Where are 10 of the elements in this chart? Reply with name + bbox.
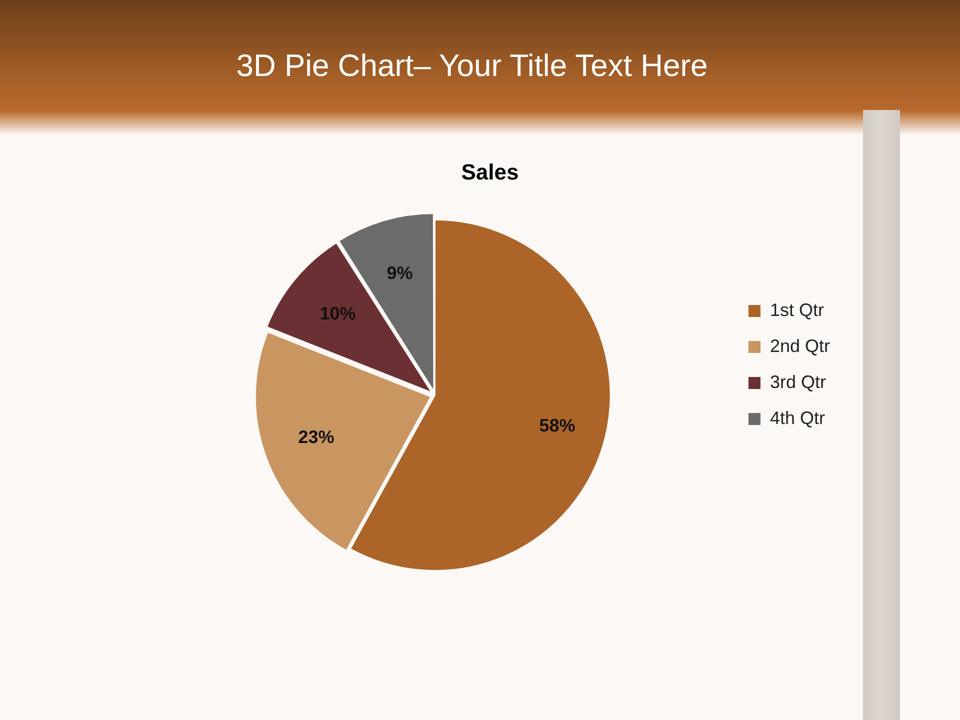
- data-label: 9%: [386, 262, 413, 283]
- legend-label: 2nd Qtr: [770, 336, 830, 356]
- chart-subtitle: Sales: [461, 159, 519, 184]
- legend-label: 3rd Qtr: [770, 372, 826, 392]
- chart-title: 3D Pie Chart– Your Title Text Here: [235, 48, 709, 84]
- data-label: 23%: [298, 426, 334, 447]
- data-label: 58%: [539, 416, 576, 436]
- legend-label: 1st Qtr: [770, 300, 824, 320]
- data-label: 10%: [320, 304, 356, 324]
- legend-label: 4th Qtr: [770, 408, 825, 428]
